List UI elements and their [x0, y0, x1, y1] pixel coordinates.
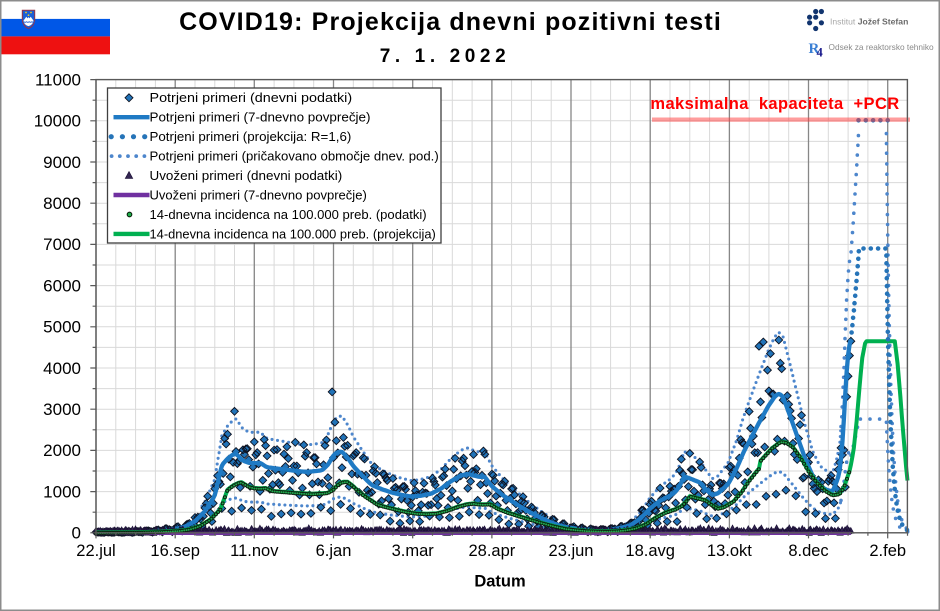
svg-text:8000: 8000: [43, 194, 81, 213]
svg-text:3000: 3000: [43, 400, 81, 419]
svg-text:18.avg: 18.avg: [625, 542, 675, 560]
svg-text:7. 1. 2022: 7. 1. 2022: [380, 46, 511, 67]
svg-text:7000: 7000: [43, 235, 81, 254]
svg-text:22.jul: 22.jul: [76, 542, 115, 560]
svg-text:5000: 5000: [43, 318, 81, 337]
svg-text:maksimalna kapaciteta +PCR: maksimalna kapaciteta +PCR: [650, 95, 899, 113]
svg-text:Potrjeni primeri (7-dnevno pov: Potrjeni primeri (7-dnevno povprečje): [150, 110, 371, 125]
svg-text:14-dnevna incidenca na 100.000: 14-dnevna incidenca na 100.000 preb. (po…: [150, 207, 427, 222]
svg-text:6.jan: 6.jan: [316, 542, 352, 560]
svg-text:28.apr: 28.apr: [469, 542, 516, 560]
svg-text:11.nov: 11.nov: [230, 542, 279, 560]
svg-text:Potrjeni primeri (dnevni podat: Potrjeni primeri (dnevni podatki): [150, 90, 353, 105]
svg-text:2.feb: 2.feb: [869, 542, 906, 560]
svg-text:Uvoženi primeri (dnevni podatk: Uvoženi primeri (dnevni podatki): [150, 168, 343, 183]
svg-text:6000: 6000: [43, 276, 81, 295]
svg-text:9000: 9000: [43, 153, 81, 172]
svg-text:4: 4: [817, 46, 824, 60]
svg-text:2000: 2000: [43, 441, 81, 460]
svg-text:Uvoženi primeri (7-dnevno povp: Uvoženi primeri (7-dnevno povprečje): [150, 187, 367, 202]
svg-text:1000: 1000: [43, 482, 81, 501]
svg-text:13.okt: 13.okt: [707, 542, 752, 560]
svg-text:3.mar: 3.mar: [392, 542, 435, 560]
svg-text:Potrjeni primeri (pričakovano: Potrjeni primeri (pričakovano območje dn…: [150, 149, 439, 164]
svg-text:16.sep: 16.sep: [150, 542, 200, 560]
svg-text:0: 0: [72, 524, 81, 543]
svg-text:Potrjeni primeri (projekcija:: Potrjeni primeri (projekcija: R=1,6): [150, 129, 352, 144]
svg-text:8.dec: 8.dec: [788, 542, 828, 560]
svg-text:23.jun: 23.jun: [549, 542, 594, 560]
svg-text:Odsek za reaktorsko tehniko: Odsek za reaktorsko tehniko: [829, 42, 935, 52]
svg-text:Datum: Datum: [474, 573, 525, 591]
svg-text:R: R: [809, 41, 820, 57]
svg-text:COVID19: Projekcija dnevni poz: COVID19: Projekcija dnevni pozitivni tes…: [179, 8, 722, 36]
svg-text:11000: 11000: [35, 70, 81, 89]
svg-text:10000: 10000: [34, 112, 81, 131]
svg-text:4000: 4000: [43, 359, 81, 378]
svg-text:14-dnevna incidenca na 100.000: 14-dnevna incidenca na 100.000 preb. (pr…: [150, 226, 436, 241]
svg-text:Institut Jožef Stefan: Institut Jožef Stefan: [830, 17, 908, 27]
